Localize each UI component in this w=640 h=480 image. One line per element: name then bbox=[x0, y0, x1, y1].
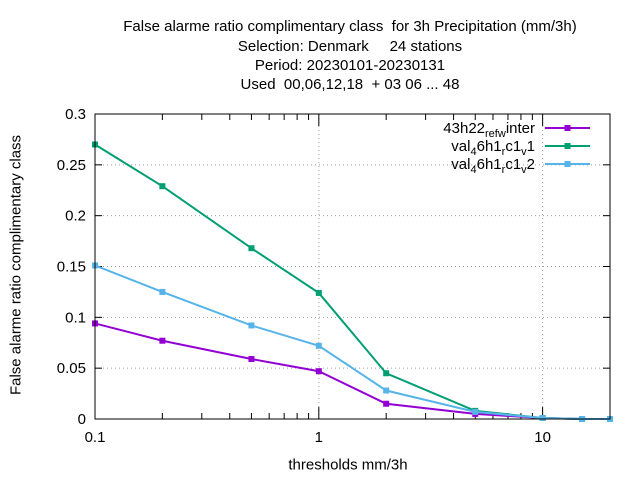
legend-swatch-marker bbox=[564, 143, 571, 149]
chart-title-line-2: Selection: Denmark 24 stations bbox=[237, 38, 463, 55]
y-tick-label: 0.15 bbox=[57, 259, 86, 276]
legend-label-part: r bbox=[502, 146, 506, 158]
data-point bbox=[248, 245, 255, 252]
data-point bbox=[472, 408, 479, 415]
y-tick-label: 0.3 bbox=[65, 106, 86, 123]
y-tick-label: 0.2 bbox=[65, 208, 86, 225]
data-point bbox=[159, 288, 166, 295]
data-point bbox=[383, 370, 390, 377]
data-point bbox=[539, 414, 546, 421]
chart-title-line-4: Used 00,06,12,18 + 03 06 ... 48 bbox=[240, 76, 460, 93]
y-tick-label: 0.1 bbox=[65, 309, 86, 326]
legend-label: val46h1rc1v1 bbox=[451, 138, 535, 158]
x-tick-label: 0.1 bbox=[85, 429, 106, 446]
series-line bbox=[94, 322, 610, 420]
legend-label-part: v bbox=[521, 146, 527, 158]
data-point bbox=[383, 387, 390, 394]
legend-swatch-marker bbox=[564, 125, 571, 131]
legend-label-part: 1 bbox=[527, 138, 535, 155]
legend-label-part: c1 bbox=[505, 138, 521, 155]
data-point bbox=[159, 183, 166, 190]
legend-label-part: r bbox=[502, 164, 506, 176]
data-point bbox=[383, 400, 390, 407]
data-point bbox=[315, 368, 322, 375]
legend-swatch-marker bbox=[564, 161, 571, 167]
legend-label-part: ref bbox=[485, 128, 499, 140]
legend-label-part: v bbox=[521, 164, 527, 176]
legend-label-part: 6h1 bbox=[477, 138, 502, 155]
legend-label-part: 2 bbox=[527, 156, 535, 173]
x-tick-label: 10 bbox=[534, 429, 551, 446]
legend-label-part: 6h1 bbox=[477, 156, 502, 173]
legend-label-part: 4 bbox=[470, 146, 476, 158]
y-tick-label: 0 bbox=[78, 411, 86, 428]
y-tick-label: 0.25 bbox=[57, 157, 86, 174]
legend-label-part: inter bbox=[506, 120, 535, 137]
x-tick-label: 1 bbox=[315, 429, 323, 446]
data-point bbox=[315, 289, 322, 296]
legend-label-part: c1 bbox=[505, 156, 521, 173]
legend-label-part: 43h22 bbox=[443, 120, 485, 137]
series-layer bbox=[92, 141, 613, 422]
y-tick-label: 0.05 bbox=[57, 360, 86, 377]
chart-title-line-1: False alarme ratio complimentary class f… bbox=[123, 18, 577, 35]
series-line bbox=[94, 143, 610, 420]
x-axis-label: thresholds mm/3h bbox=[288, 456, 408, 474]
legend-label: val46h1rc1v2 bbox=[451, 156, 535, 176]
data-point bbox=[315, 342, 322, 349]
y-axis-label: False alarme ratio complimentary class bbox=[7, 134, 25, 396]
legend-label-part: w bbox=[497, 128, 506, 140]
grid bbox=[95, 114, 610, 419]
legend-label-part: val bbox=[451, 156, 470, 173]
data-point bbox=[248, 356, 255, 363]
legend-label-part: 4 bbox=[470, 164, 476, 176]
data-point bbox=[159, 337, 166, 344]
chart-title-line-3: Period: 20230101-20230131 bbox=[254, 57, 446, 74]
plot-border bbox=[94, 113, 611, 420]
legend-label: 43h22refwinter bbox=[443, 120, 535, 140]
legend-label-part: val bbox=[451, 138, 470, 155]
axis-ticks: 0 0.05 0.1 0.15 0.2 0.25 0.3 0.1 1 10 bbox=[57, 106, 610, 446]
data-point bbox=[248, 322, 255, 329]
